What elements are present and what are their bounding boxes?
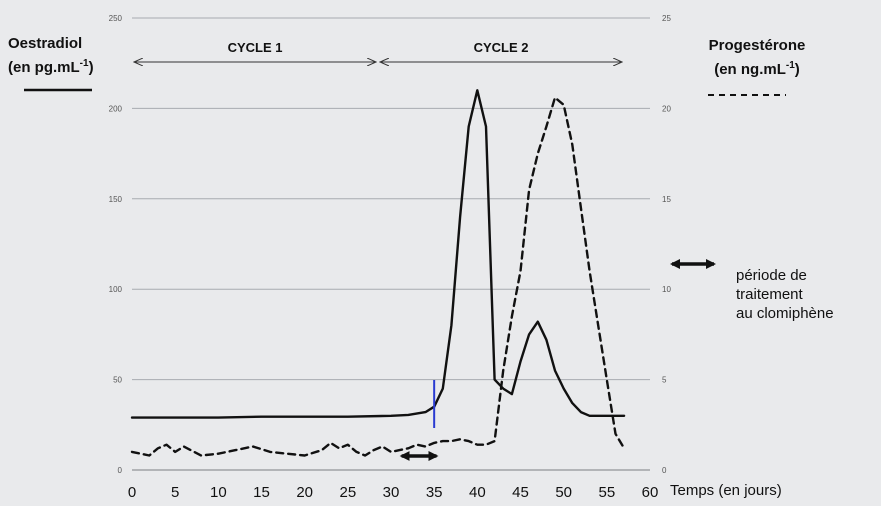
x-axis-tick-label: 30 (383, 484, 400, 501)
right-axis-tick-label: 0 (662, 466, 667, 475)
x-axis-tick-label: 40 (469, 484, 486, 501)
right-axis-label: Progestérone (en ng.mL-1) (692, 36, 822, 80)
progesterone-series-line (130, 96, 626, 457)
left-axis-label-line1: Oestradiol (8, 35, 83, 52)
x-axis-title: Temps (en jours) (670, 482, 782, 499)
oestradiol-series-line (130, 89, 626, 419)
left-axis-tick-label: 250 (109, 14, 123, 23)
right-axis-tick-label: 5 (662, 376, 667, 385)
left-axis-tick-label: 100 (109, 285, 123, 294)
x-axis-tick-label: 0 (128, 484, 136, 501)
left-axis-unit: (en pg.mL (8, 59, 80, 76)
right-axis-unit-close: ) (794, 61, 800, 78)
cycle-label: CYCLE 2 (474, 40, 529, 55)
left-axis-tick-label: 0 (118, 466, 123, 475)
x-axis-tick-label: 50 (555, 484, 572, 501)
right-axis-tick-label: 15 (662, 195, 671, 204)
x-axis-tick-label: 20 (296, 484, 313, 501)
right-axis-unit: (en ng.mL (714, 61, 786, 78)
left-axis-tick-label: 150 (109, 195, 123, 204)
x-axis-tick-label: 10 (210, 484, 227, 501)
x-axis-tick-label: 60 (642, 484, 659, 501)
x-axis-tick-label: 5 (171, 484, 179, 501)
cycle-label: CYCLE 1 (228, 40, 283, 55)
left-axis-tick-label: 50 (113, 376, 122, 385)
left-axis-label-line2: (en pg.mL-1) (8, 54, 94, 78)
x-axis-tick-label: 55 (598, 484, 615, 501)
right-axis-label-line2: (en ng.mL-1) (692, 56, 822, 80)
treatment-legend-line1: période de (736, 267, 807, 284)
x-axis-tick-label: 15 (253, 484, 270, 501)
treatment-legend-line3: au clomiphène (736, 305, 834, 322)
treatment-legend-line2: traitement (736, 286, 803, 303)
x-axis-tick-label: 45 (512, 484, 529, 501)
left-axis-tick-label: 200 (109, 104, 123, 113)
right-axis-label-line1: Progestérone (708, 37, 806, 54)
treatment-legend-text: période de traitement au clomiphène (736, 266, 834, 323)
x-axis-tick-label: 25 (339, 484, 356, 501)
left-axis-label: Oestradiol (en pg.mL-1) (8, 34, 94, 78)
right-axis-tick-label: 20 (662, 104, 671, 113)
left-axis-unit-close: ) (88, 59, 94, 76)
x-axis-tick-label: 35 (426, 484, 443, 501)
right-axis-tick-label: 25 (662, 14, 671, 23)
right-axis-tick-label: 10 (662, 285, 671, 294)
left-axis-unit-exponent: -1 (79, 58, 89, 69)
right-axis-unit-exponent: -1 (785, 60, 795, 71)
